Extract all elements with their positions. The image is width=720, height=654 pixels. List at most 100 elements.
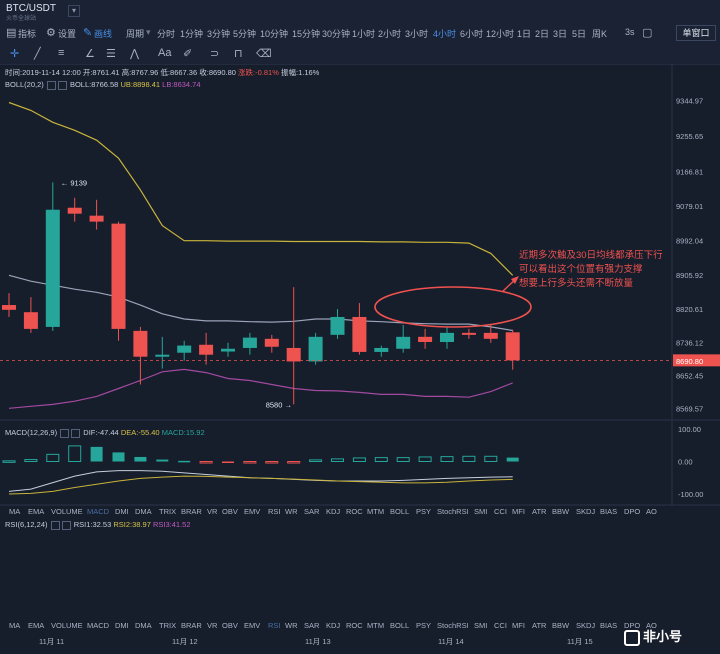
- indicator-tab-wr[interactable]: WR: [285, 621, 298, 630]
- brush-icon[interactable]: ✐: [183, 48, 193, 60]
- indicator-tab-roc[interactable]: ROC: [346, 507, 363, 516]
- period-option[interactable]: 分时: [157, 29, 176, 39]
- period-option[interactable]: 3小时: [405, 29, 429, 39]
- period-option[interactable]: 2小时: [378, 29, 402, 39]
- indicator-tab-kdj[interactable]: KDJ: [326, 507, 341, 516]
- gear-icon[interactable]: ⚙: [46, 27, 56, 39]
- chevron-down-icon[interactable]: ▾: [68, 5, 80, 17]
- indicator-tab-brar[interactable]: BRAR: [181, 621, 202, 630]
- period-option[interactable]: 10分钟: [260, 29, 289, 39]
- indicator-tab-obv[interactable]: OBV: [222, 507, 238, 516]
- lock-icon[interactable]: ⊓: [234, 48, 243, 60]
- rsi-visibility-toggle[interactable]: [50, 520, 60, 530]
- pencil-icon[interactable]: ✎: [83, 27, 93, 39]
- indicator-tab-dmi[interactable]: DMI: [115, 621, 129, 630]
- period-dropdown[interactable]: 周期: [126, 29, 145, 39]
- indicator-tab-bbw[interactable]: BBW: [552, 507, 570, 516]
- settings-button[interactable]: 设置: [58, 29, 77, 39]
- pattern-tool-icon[interactable]: ⋀: [130, 48, 140, 60]
- indicator-tab-rsi[interactable]: RSI: [268, 507, 281, 516]
- macd-visibility-toggle[interactable]: [60, 428, 70, 438]
- indicator-tab-stochrsi[interactable]: StochRSI: [437, 621, 469, 630]
- indicator-tab-ao[interactable]: AO: [646, 507, 657, 516]
- indicator-tab-cci[interactable]: CCI: [494, 507, 507, 516]
- rsi-settings-toggle[interactable]: [61, 520, 71, 530]
- indicator-tab-kdj[interactable]: KDJ: [326, 621, 341, 630]
- indicator-tab-macd[interactable]: MACD: [87, 621, 110, 630]
- boll-visibility-toggle[interactable]: [46, 80, 56, 90]
- period-chevron-icon[interactable]: ▾: [146, 27, 151, 37]
- period-option[interactable]: 3分钟: [207, 29, 231, 39]
- indicator-tab-vr[interactable]: VR: [207, 621, 218, 630]
- symbol-title[interactable]: BTC/USDT: [6, 3, 56, 14]
- indicator-tab-trix[interactable]: TRIX: [159, 621, 177, 630]
- period-option[interactable]: 30分钟: [322, 29, 351, 39]
- refresh-icon[interactable]: ▢: [642, 27, 653, 39]
- indicator-tab-dmi[interactable]: DMI: [115, 507, 129, 516]
- period-option[interactable]: 周K: [592, 29, 608, 39]
- period-option[interactable]: 1小时: [352, 29, 376, 39]
- layout-select[interactable]: 单窗口: [676, 25, 716, 41]
- indicator-tab-obv[interactable]: OBV: [222, 621, 238, 630]
- indicators-button[interactable]: 指标: [18, 29, 37, 39]
- indicator-tab-dpo[interactable]: DPO: [624, 507, 641, 516]
- indicator-tab-macd[interactable]: MACD: [87, 507, 110, 516]
- indicator-tab-atr[interactable]: ATR: [532, 507, 547, 516]
- indicator-tab-smi[interactable]: SMI: [474, 507, 488, 516]
- macd-settings-toggle[interactable]: [71, 428, 81, 438]
- text-tool-icon[interactable]: Aa: [158, 47, 172, 59]
- indicator-tab-ao[interactable]: AO: [646, 621, 657, 630]
- period-option[interactable]: 6小时: [460, 29, 484, 39]
- indicator-tab-ema[interactable]: EMA: [28, 507, 45, 516]
- indicator-tab-psy[interactable]: PSY: [416, 507, 432, 516]
- indicator-tab-sar[interactable]: SAR: [304, 507, 320, 516]
- indicator-tab-mfi[interactable]: MFI: [512, 507, 525, 516]
- indicator-tab-stochrsi[interactable]: StochRSI: [437, 507, 469, 516]
- trash-icon[interactable]: ⌫: [256, 48, 272, 60]
- indicator-tab-skdj[interactable]: SKDJ: [576, 507, 596, 516]
- indicator-tab-bias[interactable]: BIAS: [600, 507, 618, 516]
- indicator-tab-boll[interactable]: BOLL: [390, 621, 410, 630]
- period-option[interactable]: 1分钟: [180, 29, 204, 39]
- candlestick-chart[interactable]: 9344.97 9255.65 9166.81 9079.01 8992.04 8905.…: [0, 64, 720, 506]
- indicator-tab-ema[interactable]: EMA: [28, 621, 45, 630]
- indicator-tab-emv[interactable]: EMV: [244, 621, 261, 630]
- period-option[interactable]: 2日: [535, 29, 550, 39]
- indicator-tab-atr[interactable]: ATR: [532, 621, 547, 630]
- period-option[interactable]: 4小时: [433, 29, 457, 39]
- indicator-tab-emv[interactable]: EMV: [244, 507, 261, 516]
- indicator-tab-mtm[interactable]: MTM: [367, 621, 385, 630]
- parallel-lines-icon[interactable]: ≡: [58, 47, 65, 59]
- angle-tool-icon[interactable]: ∠: [85, 48, 95, 60]
- indicator-tab-mtm[interactable]: MTM: [367, 507, 385, 516]
- indicator-tab-dma[interactable]: DMA: [135, 507, 152, 516]
- fibonacci-icon[interactable]: ☰: [106, 48, 116, 60]
- indicator-tab-rsi[interactable]: RSI: [268, 621, 281, 630]
- indicator-tab-ma[interactable]: MA: [9, 507, 21, 516]
- period-option[interactable]: 12小时: [486, 29, 515, 39]
- period-option[interactable]: 3日: [553, 29, 568, 39]
- indicator-tab-mfi[interactable]: MFI: [512, 621, 525, 630]
- indicator-tab-dpo[interactable]: DPO: [624, 621, 641, 630]
- magnet-icon[interactable]: ⊃: [210, 48, 220, 60]
- indicator-tab-cci[interactable]: CCI: [494, 621, 507, 630]
- indicator-tab-smi[interactable]: SMI: [474, 621, 488, 630]
- indicator-tab-ma[interactable]: MA: [9, 621, 21, 630]
- indicator-tab-sar[interactable]: SAR: [304, 621, 320, 630]
- line-tool-icon[interactable]: ╱: [34, 48, 41, 60]
- indicator-tab-skdj[interactable]: SKDJ: [576, 621, 596, 630]
- indicator-tab-volume[interactable]: VOLUME: [51, 507, 83, 516]
- indicator-tab-bbw[interactable]: BBW: [552, 621, 570, 630]
- indicator-tab-psy[interactable]: PSY: [416, 621, 432, 630]
- indicator-tab-roc[interactable]: ROC: [346, 621, 363, 630]
- indicator-tab-dma[interactable]: DMA: [135, 621, 152, 630]
- crosshair-icon[interactable]: ✛: [10, 48, 20, 60]
- indicator-tab-brar[interactable]: BRAR: [181, 507, 202, 516]
- boll-settings-toggle[interactable]: [57, 80, 67, 90]
- period-option[interactable]: 15分钟: [292, 29, 321, 39]
- indicator-tab-bias[interactable]: BIAS: [600, 621, 618, 630]
- indicator-tab-volume[interactable]: VOLUME: [51, 621, 83, 630]
- period-option[interactable]: 5日: [572, 29, 587, 39]
- period-option[interactable]: 1日: [517, 29, 532, 39]
- refresh-interval[interactable]: 3s: [625, 27, 635, 37]
